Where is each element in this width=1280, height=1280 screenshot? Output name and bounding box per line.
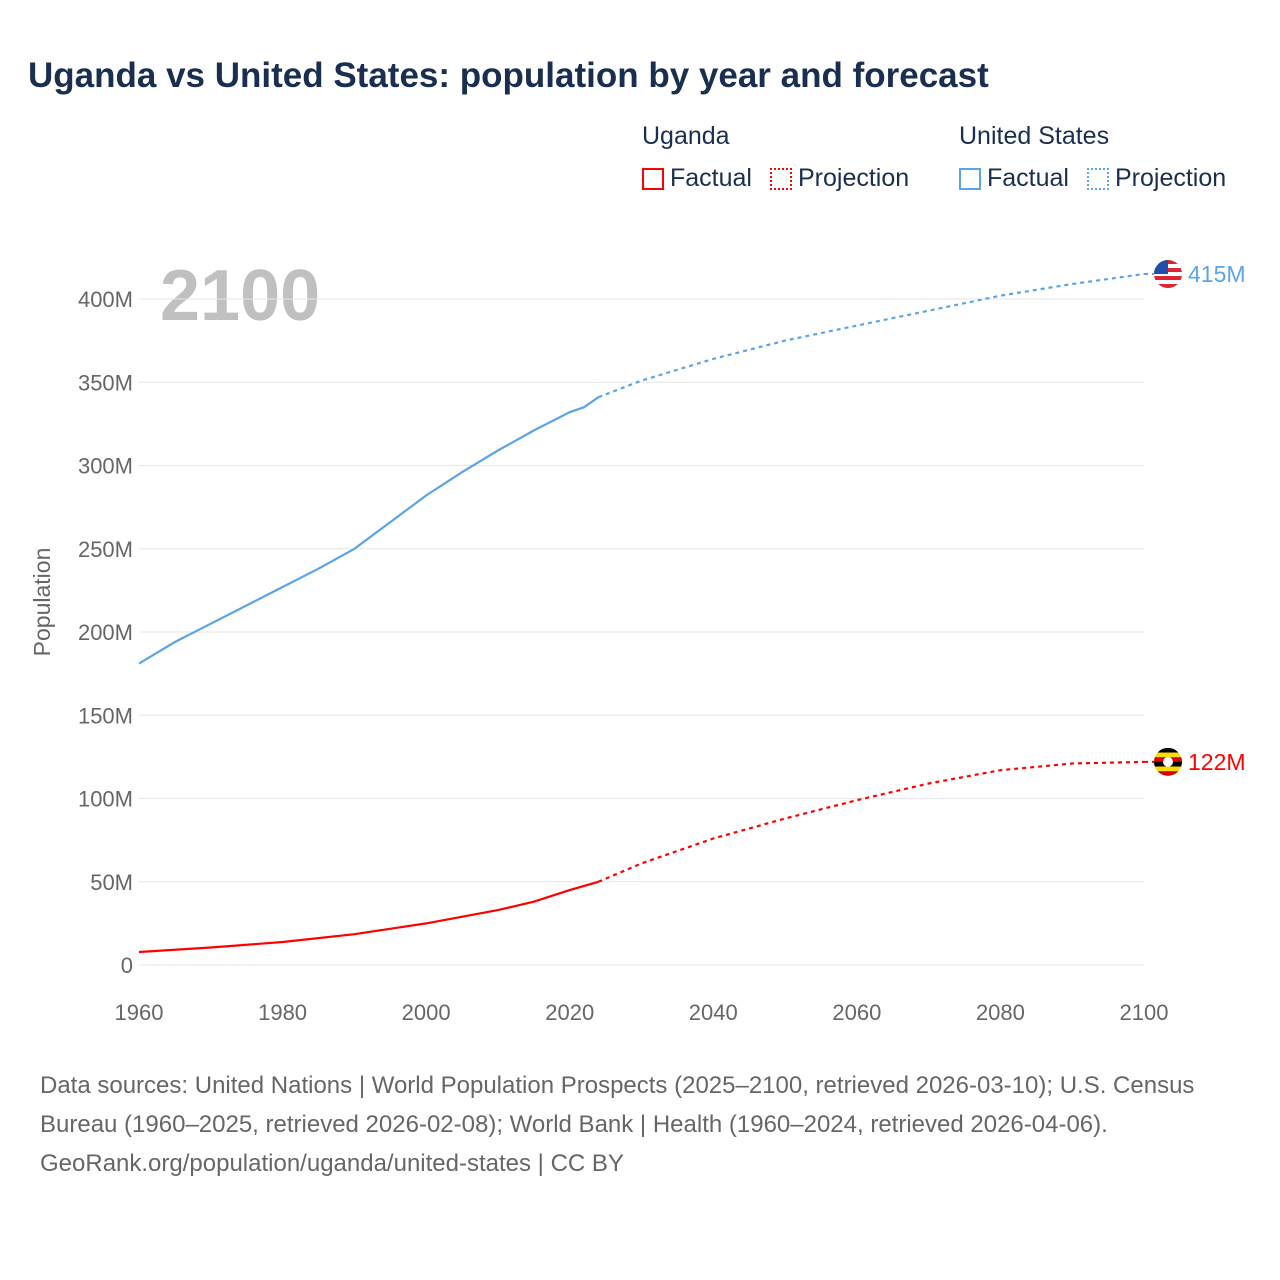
x-tick-label: 2040	[689, 1000, 738, 1025]
y-tick-label: 250M	[78, 537, 133, 562]
uganda-flag-icon	[1154, 747, 1182, 776]
x-tick-label: 1960	[115, 1000, 164, 1025]
legend-us-factual[interactable]: Factual	[959, 164, 1069, 193]
x-tick-label: 2080	[976, 1000, 1025, 1025]
x-tick-label: 1980	[258, 1000, 307, 1025]
legend-uganda-items: Factual Projection	[642, 164, 909, 193]
chart-title: Uganda vs United States: population by y…	[28, 56, 989, 95]
uganda-projection-line	[597, 760, 1145, 883]
credit-link[interactable]: GeoRank.org/population/uganda/united-sta…	[40, 1150, 624, 1177]
x-tick-label: 2060	[832, 1000, 881, 1025]
year-watermark: 2100	[160, 256, 320, 336]
y-tick-label: 300M	[78, 454, 133, 479]
end-value-label: 122M	[1188, 749, 1246, 775]
legend-group-us: United States	[959, 122, 1110, 150]
legend-label: Projection	[1114, 164, 1227, 192]
legend-group-uganda: Uganda	[642, 122, 730, 150]
x-tick-label: 2020	[545, 1000, 594, 1025]
y-axis-label: Population	[29, 548, 55, 657]
y-tick-label: 400M	[78, 287, 133, 312]
legend-us-projection[interactable]: Projection	[1086, 164, 1227, 193]
legend-swatch-dotted	[769, 167, 792, 190]
legend-label: Projection	[797, 164, 910, 192]
united-states-projection-line	[598, 272, 1145, 399]
end-value-label: 415M	[1188, 261, 1246, 287]
uganda-factual-line	[138, 880, 599, 954]
y-tick-label: 100M	[78, 787, 133, 812]
legend-swatch-solid	[959, 167, 981, 190]
plot-area: 2100 Population 0 50M 100M 150M 200M 250M 300M…	[29, 256, 1246, 1025]
y-tick-label: 350M	[78, 370, 133, 395]
y-tick-label: 0	[121, 953, 133, 978]
footer: Data sources: United Nations | World Pop…	[40, 1066, 1230, 1183]
legend-label: Factual	[670, 164, 752, 192]
y-tick-label: 50M	[90, 870, 133, 895]
y-tick-label: 150M	[78, 703, 133, 728]
legend-swatch-dotted	[1086, 167, 1109, 190]
y-tick-label: 200M	[78, 620, 133, 645]
legend-us-items: Factual Projection	[959, 164, 1226, 193]
us-flag-icon	[1154, 260, 1182, 289]
united-states-factual-line	[138, 396, 600, 665]
data-sources: Data sources: United Nations | World Pop…	[40, 1072, 1195, 1138]
legend-swatch-solid	[642, 167, 664, 190]
legend-uganda-factual[interactable]: Factual	[642, 164, 752, 193]
legend-label: Factual	[987, 164, 1069, 192]
x-tick-label: 2100	[1120, 1000, 1169, 1025]
x-tick-label: 2000	[402, 1000, 451, 1025]
legend-uganda-projection[interactable]: Projection	[769, 164, 910, 193]
